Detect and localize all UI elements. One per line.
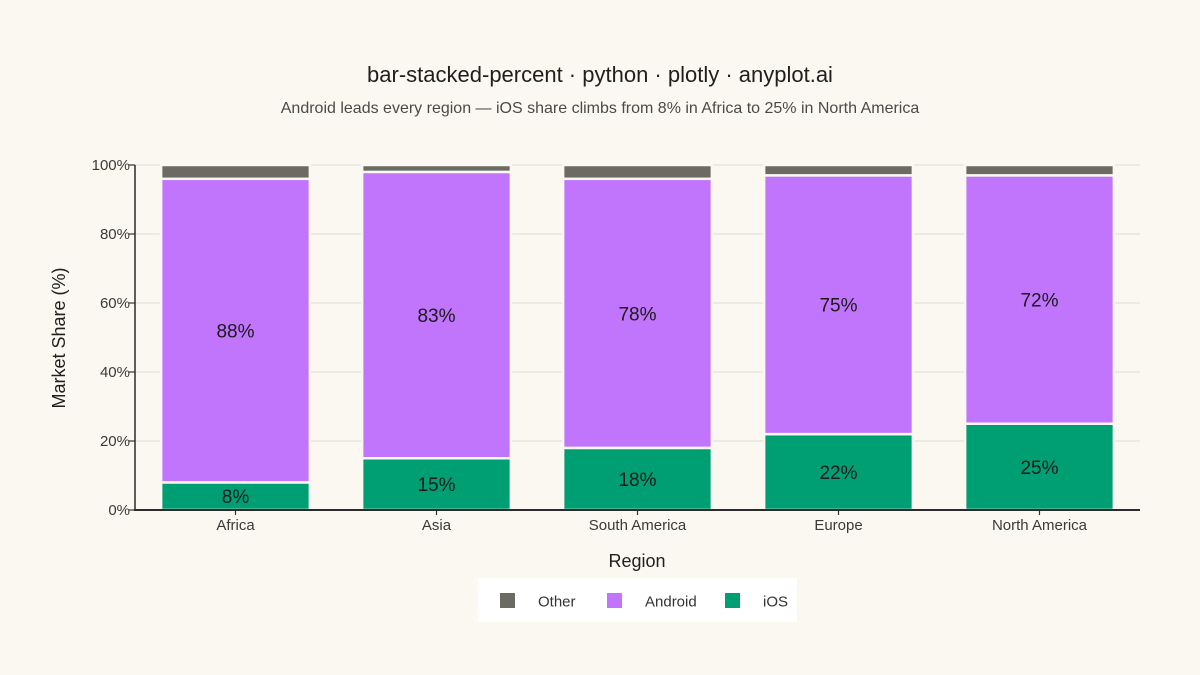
bar-segment-other [360,163,513,174]
legend: Other Android iOS [478,578,797,622]
x-tick-label: Europe [814,517,862,534]
bar-segment-other [762,163,915,177]
legend-swatch-ios [725,593,740,608]
legend-label-ios: iOS [763,594,788,611]
y-tick-label: 80% [100,226,130,243]
bar-segment-android [762,174,915,436]
bar-group: 8% 88% 15% 83% 18% 78% 22% 75% 25% 72% [159,163,1116,512]
bar-value-label: 83% [417,306,455,327]
bar-value-label: 18% [618,470,656,491]
bar-segment-android [561,177,714,450]
bar-value-label: 78% [618,304,656,325]
bar-segment-other [963,163,1116,177]
x-tick-label: South America [589,517,687,534]
bar-segment-ios [762,432,915,512]
bar-value-label: 25% [1020,458,1058,479]
bar-value-label: 88% [216,322,254,343]
y-axis-title: Market Share (%) [49,267,69,408]
y-tick-label: 60% [100,295,130,312]
bar-segment-other [159,163,312,181]
bar-segment-ios [561,446,714,512]
y-tick-label: 20% [100,433,130,450]
bar-value-label: 8% [222,487,250,508]
legend-swatch-other [500,593,515,608]
y-tick-label: 0% [108,502,130,519]
axes: 0% 20% 40% 60% 80% 100% Africa Asia South Americ… [92,157,1140,534]
legend-box [478,578,797,622]
x-axis-title: Region [608,551,665,571]
bar-segment-android [159,177,312,484]
chart-subtitle: Android leads every region — iOS share c… [281,100,920,117]
y-tick-label: 40% [100,364,130,381]
bar-value-label: 22% [819,463,857,484]
y-tick-label: 100% [92,157,130,174]
bar-segment-android [963,174,1116,425]
bar-segment-ios [360,457,513,512]
x-tick-label: Asia [422,517,452,534]
chart-title: bar-stacked-percent · python · plotly · … [367,62,833,87]
legend-label-other: Other [538,594,576,611]
bar-value-label: 15% [417,475,455,496]
bar-value-label: 75% [819,296,857,317]
x-tick-label: Africa [216,517,255,534]
legend-swatch-android [607,593,622,608]
bar-segment-other [561,163,714,181]
x-tick-label: North America [992,517,1088,534]
legend-label-android: Android [645,594,697,611]
bar-value-label: 72% [1020,291,1058,312]
